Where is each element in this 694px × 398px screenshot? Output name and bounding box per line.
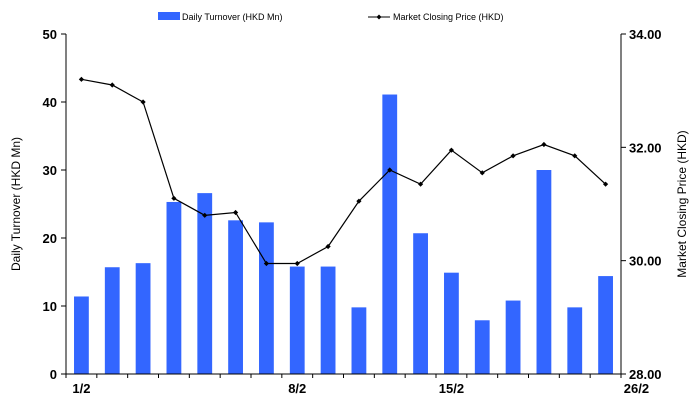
point [109, 82, 115, 88]
legend-bar-swatch [158, 12, 180, 20]
y-tick-label-right: 32.00 [629, 140, 662, 155]
point [417, 181, 424, 187]
bar [320, 266, 336, 374]
point [572, 153, 578, 159]
y-axis-label-left: Daily Turnover (HKD Mn) [9, 137, 23, 271]
point [356, 198, 362, 204]
point [78, 76, 85, 82]
legend-line-marker [376, 14, 382, 20]
x-tick-label: 8/2 [288, 381, 306, 396]
x-tick-label: 1/2 [72, 381, 90, 396]
y-tick-label-left: 50 [43, 27, 57, 42]
legend-bar-label: Daily Turnover (HKD Mn) [182, 12, 283, 22]
tick-labels: 0 10 20 30 40 50 28.00 30.00 32.00 34.00 1/2 8/2 15/… [43, 27, 662, 396]
bar [598, 276, 613, 374]
bar [135, 263, 151, 374]
point [202, 212, 208, 218]
point [387, 167, 393, 173]
x-tick-label: 26/2 [624, 381, 649, 396]
y-tick-label-right: 30.00 [629, 254, 662, 269]
point [602, 181, 609, 187]
bar-series [74, 94, 613, 375]
point [232, 209, 239, 216]
point [541, 141, 547, 148]
bar [228, 220, 243, 374]
bar [289, 266, 305, 374]
legend-line-label: Market Closing Price (HKD) [393, 12, 504, 22]
bar [474, 320, 490, 374]
legend: Daily Turnover (HKD Mn) Market Closing P… [158, 12, 504, 22]
bar [382, 94, 398, 375]
bar [351, 307, 367, 374]
point [263, 260, 270, 267]
bar [413, 233, 428, 374]
y-axis-label-right: Market Closing Price (HKD) [675, 130, 689, 277]
bar [444, 272, 459, 374]
point [510, 153, 516, 159]
bar [536, 170, 552, 374]
y-tick-label-left: 30 [43, 163, 57, 178]
y-tick-label-left: 40 [43, 95, 57, 110]
y-tick-label-left: 10 [43, 299, 57, 314]
bar [74, 296, 89, 374]
axes [61, 33, 626, 378]
point [448, 147, 455, 153]
bar [197, 193, 213, 374]
x-tick-label: 15/2 [439, 381, 464, 396]
bar [104, 267, 120, 374]
y-tick-label-left: 20 [43, 231, 57, 246]
bar [567, 307, 583, 374]
point [479, 170, 485, 176]
point [294, 260, 300, 267]
price-line [81, 78, 606, 265]
bar [166, 201, 182, 374]
point [171, 195, 177, 201]
point [140, 99, 146, 105]
point [325, 243, 331, 250]
y-tick-label-left: 0 [50, 367, 57, 382]
line-series [78, 76, 609, 267]
y-tick-label-right: 28.00 [629, 367, 662, 382]
y-tick-label-right: 34.00 [629, 27, 662, 42]
bar [505, 300, 521, 374]
bar [259, 222, 274, 374]
